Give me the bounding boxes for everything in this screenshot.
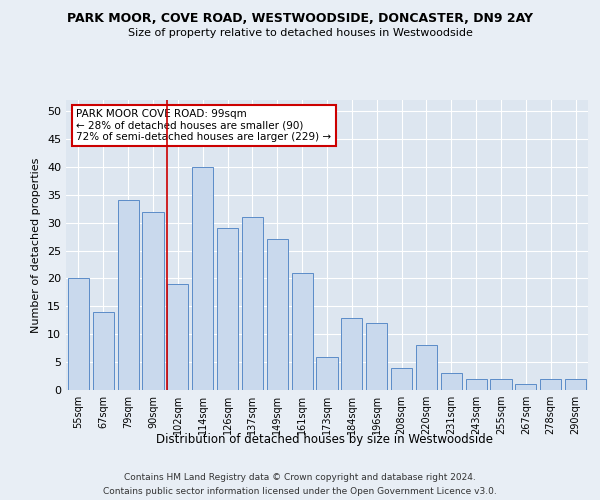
Bar	[565, 379, 586, 390]
Bar	[341, 318, 362, 390]
Y-axis label: Number of detached properties: Number of detached properties	[31, 158, 41, 332]
Text: PARK MOOR, COVE ROAD, WESTWOODSIDE, DONCASTER, DN9 2AY: PARK MOOR, COVE ROAD, WESTWOODSIDE, DONC…	[67, 12, 533, 26]
Bar	[416, 346, 437, 390]
Bar	[267, 240, 288, 390]
Bar	[217, 228, 238, 390]
Text: Size of property relative to detached houses in Westwoodside: Size of property relative to detached ho…	[128, 28, 472, 38]
Bar	[192, 167, 213, 390]
Bar	[316, 356, 338, 390]
Bar	[540, 379, 561, 390]
Text: Contains public sector information licensed under the Open Government Licence v3: Contains public sector information licen…	[103, 488, 497, 496]
Bar	[93, 312, 114, 390]
Bar	[292, 273, 313, 390]
Bar	[490, 379, 512, 390]
Bar	[441, 374, 462, 390]
Bar	[142, 212, 164, 390]
Bar	[391, 368, 412, 390]
Bar	[242, 217, 263, 390]
Bar	[466, 379, 487, 390]
Bar	[515, 384, 536, 390]
Text: PARK MOOR COVE ROAD: 99sqm
← 28% of detached houses are smaller (90)
72% of semi: PARK MOOR COVE ROAD: 99sqm ← 28% of deta…	[76, 108, 332, 142]
Bar	[366, 323, 387, 390]
Text: Distribution of detached houses by size in Westwoodside: Distribution of detached houses by size …	[155, 432, 493, 446]
Bar	[118, 200, 139, 390]
Bar	[68, 278, 89, 390]
Text: Contains HM Land Registry data © Crown copyright and database right 2024.: Contains HM Land Registry data © Crown c…	[124, 472, 476, 482]
Bar	[167, 284, 188, 390]
